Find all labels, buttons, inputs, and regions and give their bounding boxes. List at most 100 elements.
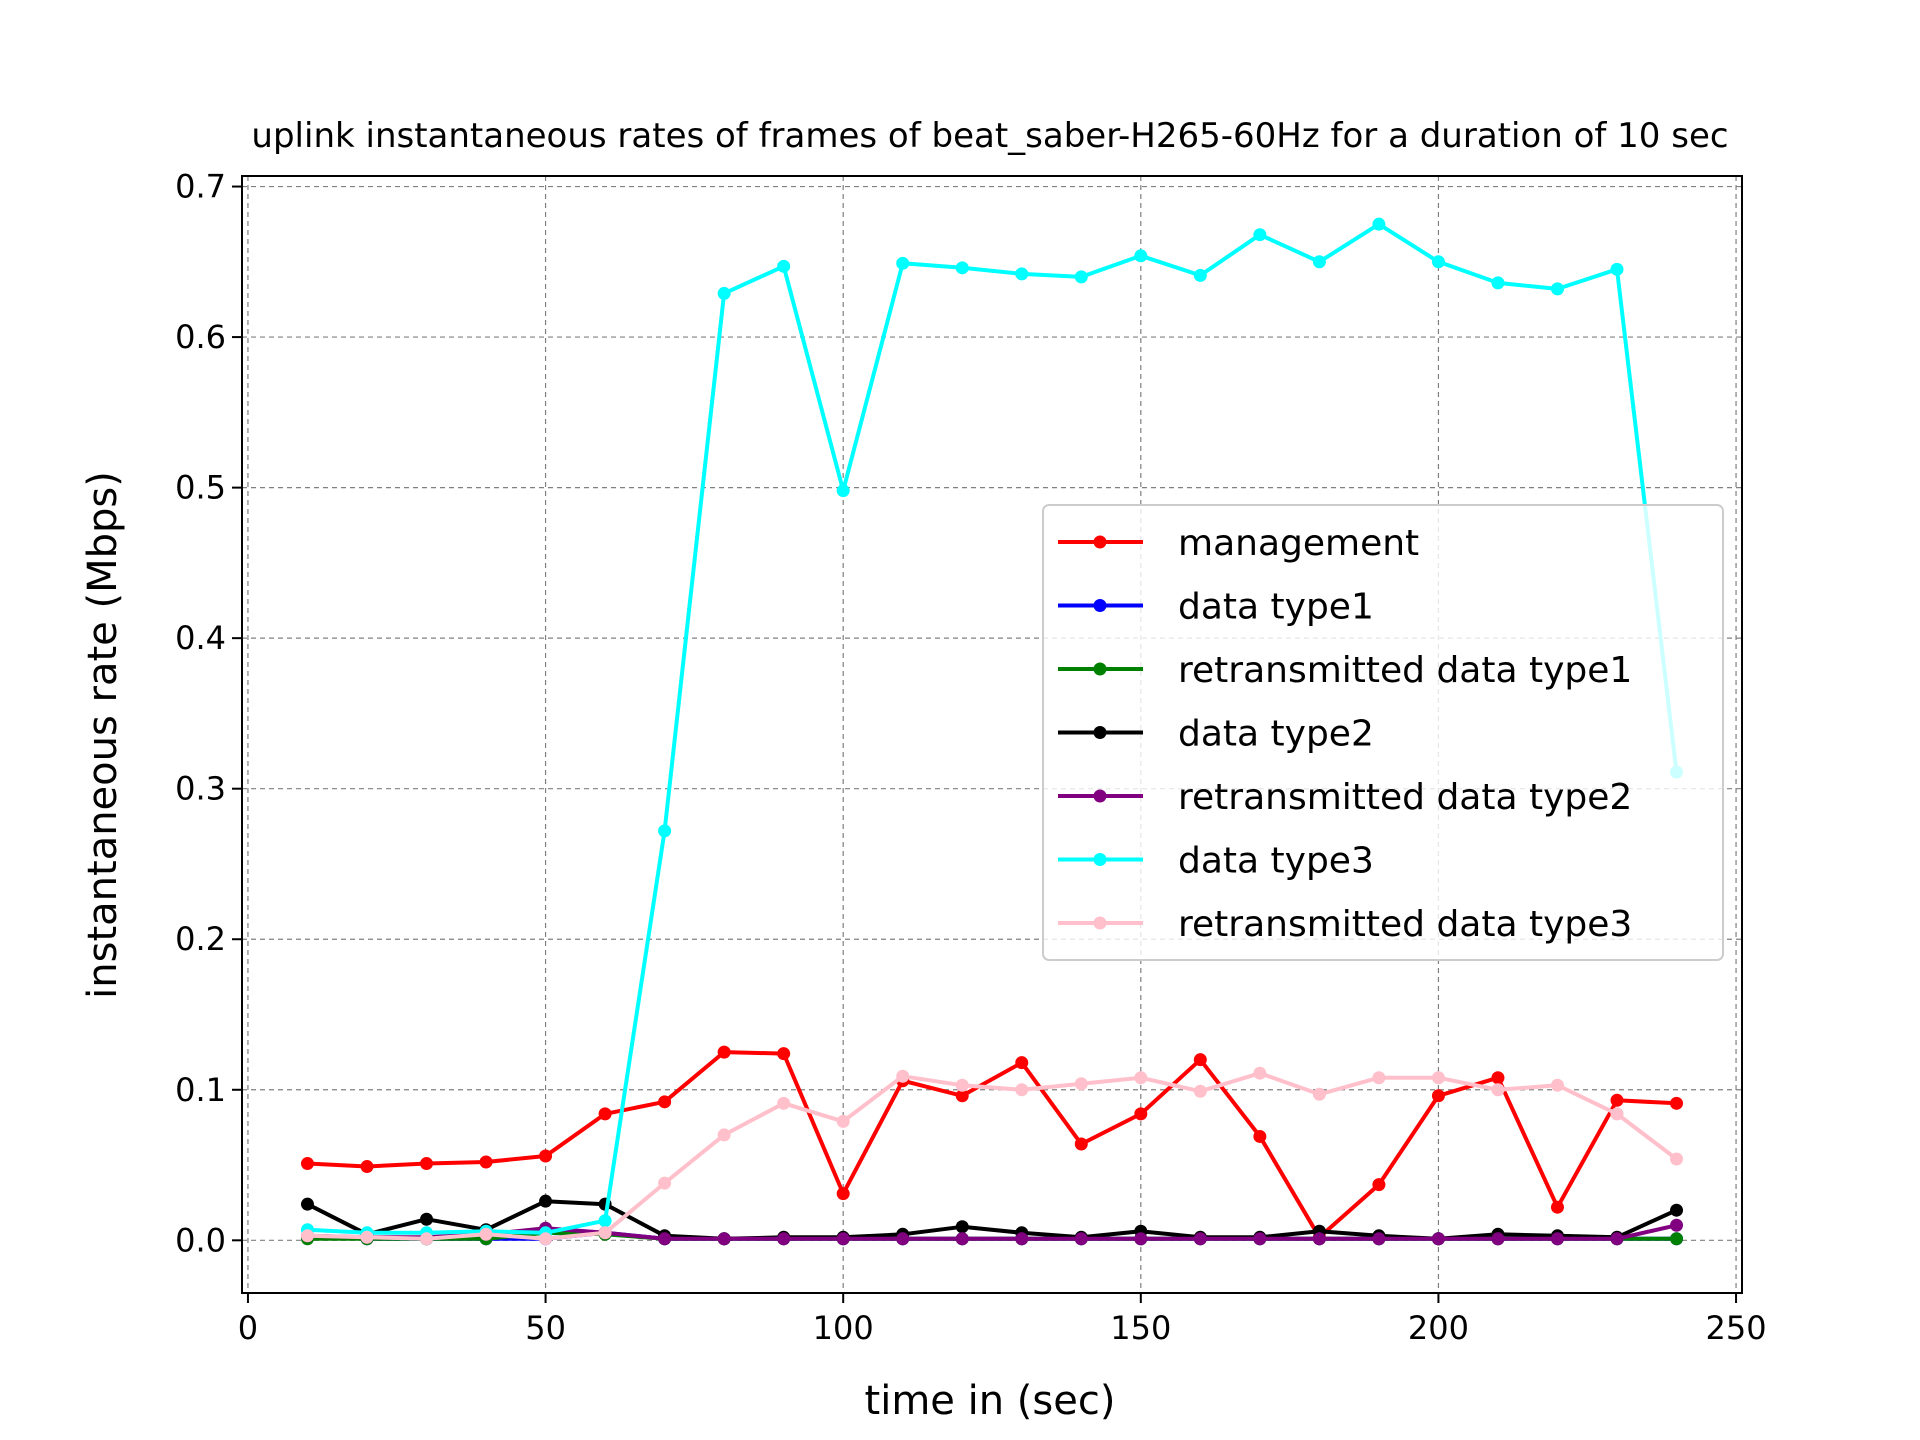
data-point <box>896 1232 910 1246</box>
plot-frame <box>241 175 1743 1294</box>
data-point <box>836 1232 850 1246</box>
legend-entry: data type1 <box>1178 587 1374 628</box>
data-point <box>1193 1084 1207 1098</box>
legend-swatch-marker <box>1093 853 1107 866</box>
data-point <box>1491 1232 1505 1246</box>
data-point <box>717 286 731 300</box>
x-tick-label: 200 <box>1408 1309 1469 1347</box>
data-point <box>420 1232 434 1246</box>
data-point <box>598 1107 612 1121</box>
legend-swatch-marker <box>1093 535 1107 549</box>
data-point <box>955 261 969 275</box>
data-point <box>1134 249 1148 263</box>
y-tick-label: 0.7 <box>175 168 226 206</box>
data-point <box>1015 267 1029 281</box>
data-point <box>1610 1107 1624 1121</box>
data-point <box>1015 1056 1029 1070</box>
data-point <box>1074 1232 1088 1246</box>
legend-entry: data type2 <box>1178 714 1374 755</box>
data-point <box>1253 1129 1267 1143</box>
data-point <box>539 1232 553 1246</box>
data-point <box>539 1149 553 1163</box>
data-point <box>658 1232 672 1246</box>
data-point <box>1491 1071 1505 1085</box>
data-point <box>1550 1200 1564 1214</box>
data-point <box>1312 255 1326 269</box>
series-line <box>307 222 1679 1235</box>
data-point <box>1610 1232 1624 1246</box>
data-point <box>777 1232 791 1246</box>
data-point <box>1074 1137 1088 1151</box>
y-axis: 0.0 0.1 0.2 0.3 0.4 0.5 0.6 0.7 <box>175 168 242 1259</box>
data-point <box>360 1230 374 1244</box>
data-point <box>896 256 910 270</box>
data-point <box>1610 1093 1624 1107</box>
data-point <box>1193 1232 1207 1246</box>
legend-box <box>1042 504 1724 961</box>
legend-entry: retransmitted data type2 <box>1178 777 1632 818</box>
series-management <box>300 1045 1684 1244</box>
legend-entry: retransmitted data type3 <box>1178 904 1632 945</box>
legend-entry: retransmitted data type1 <box>1178 650 1632 691</box>
data-point <box>598 1214 612 1228</box>
data-point <box>1372 1178 1386 1192</box>
data-point <box>1550 1232 1564 1246</box>
data-point <box>1670 1203 1684 1217</box>
y-tick-label: 0.5 <box>175 469 226 507</box>
data-point <box>1312 1232 1326 1246</box>
series-retransmitted-data-type3 <box>300 1066 1684 1246</box>
data-point <box>1015 1232 1029 1246</box>
x-axis: 0 50 100 150 200 250 <box>238 1293 1767 1347</box>
data-point <box>420 1212 434 1226</box>
legend-swatch-marker <box>1093 599 1107 612</box>
data-point <box>1550 1078 1564 1092</box>
legend-swatch-marker <box>1093 789 1107 803</box>
data-point <box>658 1176 672 1190</box>
data-point <box>1074 1077 1088 1091</box>
legend-entry: management <box>1178 523 1419 564</box>
series-line <box>307 1223 1677 1241</box>
data-point <box>479 1155 493 1169</box>
data-point <box>1431 1232 1445 1246</box>
y-tick-label: 0.4 <box>175 619 226 657</box>
data-point <box>420 1157 434 1171</box>
data-point <box>1253 228 1267 242</box>
data-point <box>1193 268 1207 282</box>
data-point <box>598 1226 612 1240</box>
x-tick-label: 100 <box>813 1309 874 1347</box>
data-point <box>1431 1089 1445 1103</box>
data-point <box>1253 1232 1267 1246</box>
data-point <box>658 824 672 838</box>
chart-title: uplink instantaneous rates of frames of … <box>251 116 1728 156</box>
data-point <box>360 1160 374 1174</box>
data-point <box>1670 1096 1684 1110</box>
x-axis-label: time in (sec) <box>865 1378 1116 1424</box>
y-tick-label: 0.3 <box>175 770 226 808</box>
data-point <box>1670 1232 1684 1246</box>
y-axis-label: instantaneous rate (Mbps) <box>80 471 126 999</box>
data-point <box>836 484 850 498</box>
data-point <box>955 1089 969 1103</box>
data-point <box>836 1114 850 1128</box>
data-point <box>1134 1071 1148 1085</box>
data-point <box>955 1078 969 1092</box>
series-line <box>307 1071 1678 1241</box>
data-point <box>1491 1083 1505 1097</box>
series-line <box>307 1050 1677 1240</box>
data-point <box>1312 1087 1326 1101</box>
data-point <box>300 1229 314 1243</box>
legend-swatch-marker <box>1093 662 1107 676</box>
data-point <box>777 1047 791 1061</box>
data-point <box>539 1194 553 1208</box>
data-point <box>717 1232 731 1246</box>
data-point <box>955 1232 969 1246</box>
data-point <box>1015 1083 1029 1097</box>
x-tick-label: 150 <box>1110 1309 1171 1347</box>
data-point <box>658 1095 672 1109</box>
data-point <box>1431 1071 1445 1085</box>
data-point <box>896 1069 910 1083</box>
y-tick-label: 0.2 <box>175 920 226 958</box>
data-point <box>1431 255 1445 269</box>
y-tick-label: 0.6 <box>175 318 226 356</box>
